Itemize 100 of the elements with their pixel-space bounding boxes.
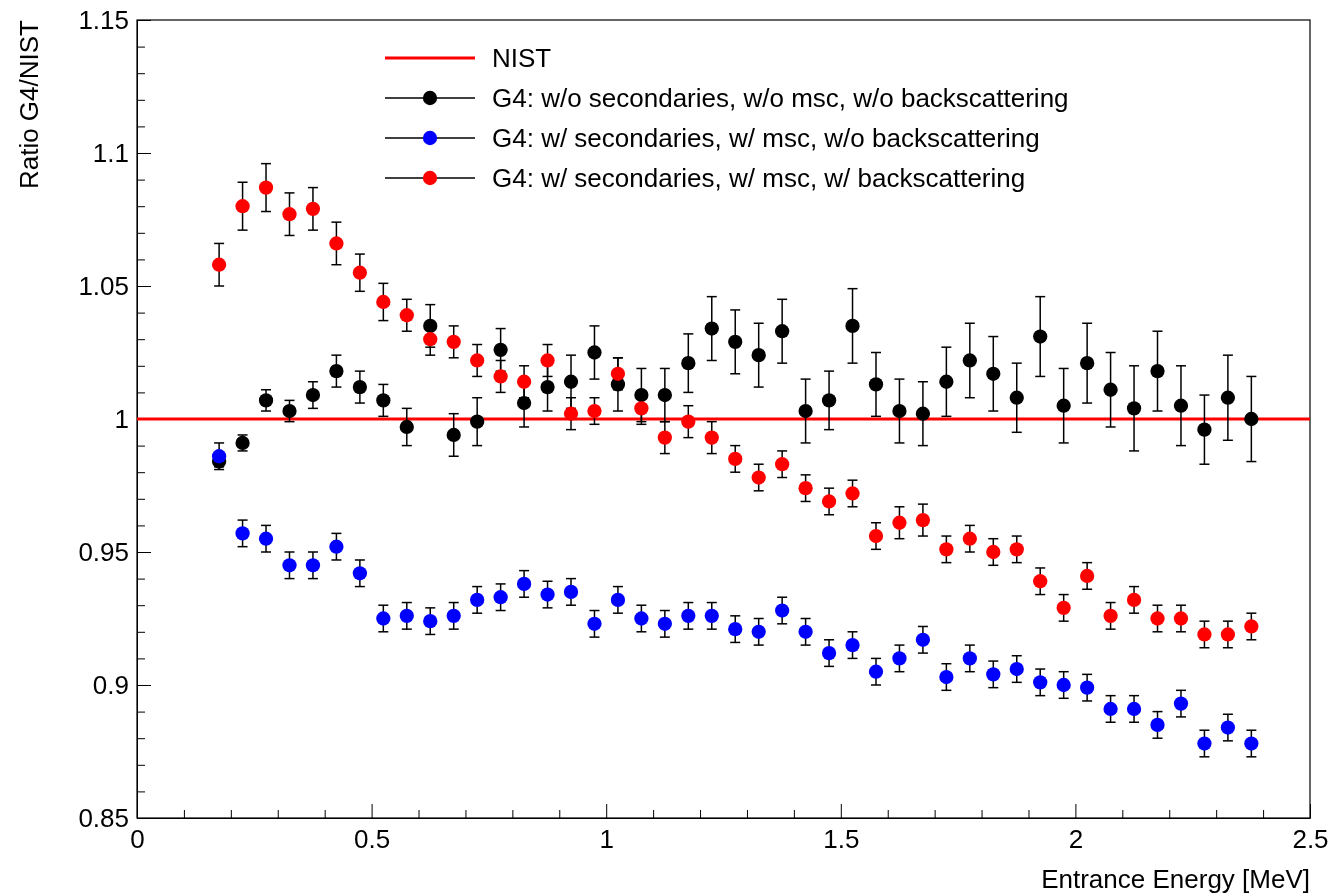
- point: [962, 651, 977, 666]
- point: [657, 387, 672, 403]
- legend-label: G4: w/ secondaries, w/ msc, w/o backscattering: [492, 123, 1040, 154]
- point: [1056, 398, 1071, 413]
- point: [775, 603, 790, 618]
- x-tick-label: 2: [1068, 824, 1084, 855]
- point: [681, 414, 696, 429]
- point: [1173, 696, 1189, 711]
- point: [470, 592, 485, 607]
- point: [423, 614, 438, 629]
- point: [939, 374, 954, 389]
- point: [962, 353, 977, 368]
- point: [446, 608, 461, 623]
- y-tick-label: 1.1: [92, 137, 129, 168]
- point: [986, 667, 1001, 682]
- y-tick-label: 0.9: [92, 669, 129, 700]
- point: [399, 419, 414, 435]
- point: [1173, 398, 1189, 413]
- point: [1103, 608, 1118, 623]
- point: [352, 265, 368, 280]
- point: [892, 403, 907, 419]
- point: [1244, 736, 1259, 751]
- point: [446, 334, 461, 349]
- x-axis-title: Entrance Energy [MeV]: [1041, 864, 1310, 894]
- point: [939, 669, 954, 685]
- point: [1056, 600, 1071, 615]
- point: [587, 345, 602, 360]
- point: [258, 531, 274, 546]
- point: [587, 403, 602, 419]
- point: [258, 180, 274, 195]
- point: [211, 449, 227, 464]
- point: [1126, 592, 1142, 607]
- point: [258, 393, 274, 408]
- point: [751, 348, 766, 363]
- point: [352, 379, 368, 395]
- legend-label: G4: w/o secondaries, w/o msc, w/o backscattering: [492, 83, 1069, 114]
- point: [634, 611, 649, 626]
- point: [587, 616, 602, 631]
- point: [376, 611, 391, 626]
- point: [962, 531, 977, 546]
- legend-label: NIST: [492, 43, 552, 74]
- point: [540, 379, 555, 395]
- point: [704, 608, 719, 623]
- point: [986, 366, 1001, 381]
- point: [352, 566, 368, 581]
- point: [915, 406, 931, 421]
- point: [845, 637, 860, 653]
- y-tick-label: 1.15: [78, 4, 129, 35]
- x-tick-label: 0: [130, 824, 145, 855]
- point: [540, 353, 555, 368]
- point: [751, 470, 766, 485]
- point: [728, 451, 743, 467]
- x-tick-label: 1: [599, 824, 614, 855]
- point: [915, 632, 931, 647]
- point: [282, 403, 297, 419]
- point: [845, 486, 860, 501]
- point: [211, 257, 227, 272]
- point: [493, 342, 508, 357]
- point: [657, 616, 672, 631]
- point: [516, 374, 532, 389]
- point: [1009, 390, 1024, 405]
- point: [446, 427, 461, 443]
- point: [1244, 619, 1259, 634]
- point: [1173, 611, 1189, 626]
- point: [892, 651, 907, 666]
- point: [376, 393, 391, 408]
- point: [1079, 568, 1095, 584]
- point: [563, 374, 579, 389]
- point: [915, 512, 931, 528]
- point: [798, 624, 813, 639]
- point: [657, 430, 672, 445]
- point: [821, 494, 837, 509]
- point: [728, 334, 743, 349]
- point: [868, 664, 884, 679]
- y-axis-title: Ratio G4/NIST: [14, 19, 44, 190]
- point: [868, 528, 884, 544]
- point: [798, 481, 813, 496]
- point: [751, 624, 766, 639]
- y-tick-label: 0.85: [78, 802, 129, 833]
- point: [563, 406, 579, 421]
- point: [493, 369, 508, 384]
- point: [470, 414, 485, 429]
- point: [1009, 661, 1024, 677]
- point: [939, 542, 954, 557]
- point: [1009, 542, 1024, 557]
- point: [305, 558, 321, 573]
- point: [1033, 329, 1048, 344]
- point: [610, 366, 626, 381]
- point: [376, 294, 391, 310]
- point: [1150, 717, 1165, 733]
- point: [610, 592, 626, 607]
- point: [282, 207, 297, 222]
- point: [1033, 675, 1048, 690]
- point: [704, 430, 719, 445]
- point: [305, 387, 321, 403]
- point: [1197, 736, 1212, 751]
- point: [892, 515, 907, 530]
- y-tick-label: 0.95: [78, 536, 129, 567]
- point: [1150, 611, 1165, 626]
- point: [1103, 701, 1118, 717]
